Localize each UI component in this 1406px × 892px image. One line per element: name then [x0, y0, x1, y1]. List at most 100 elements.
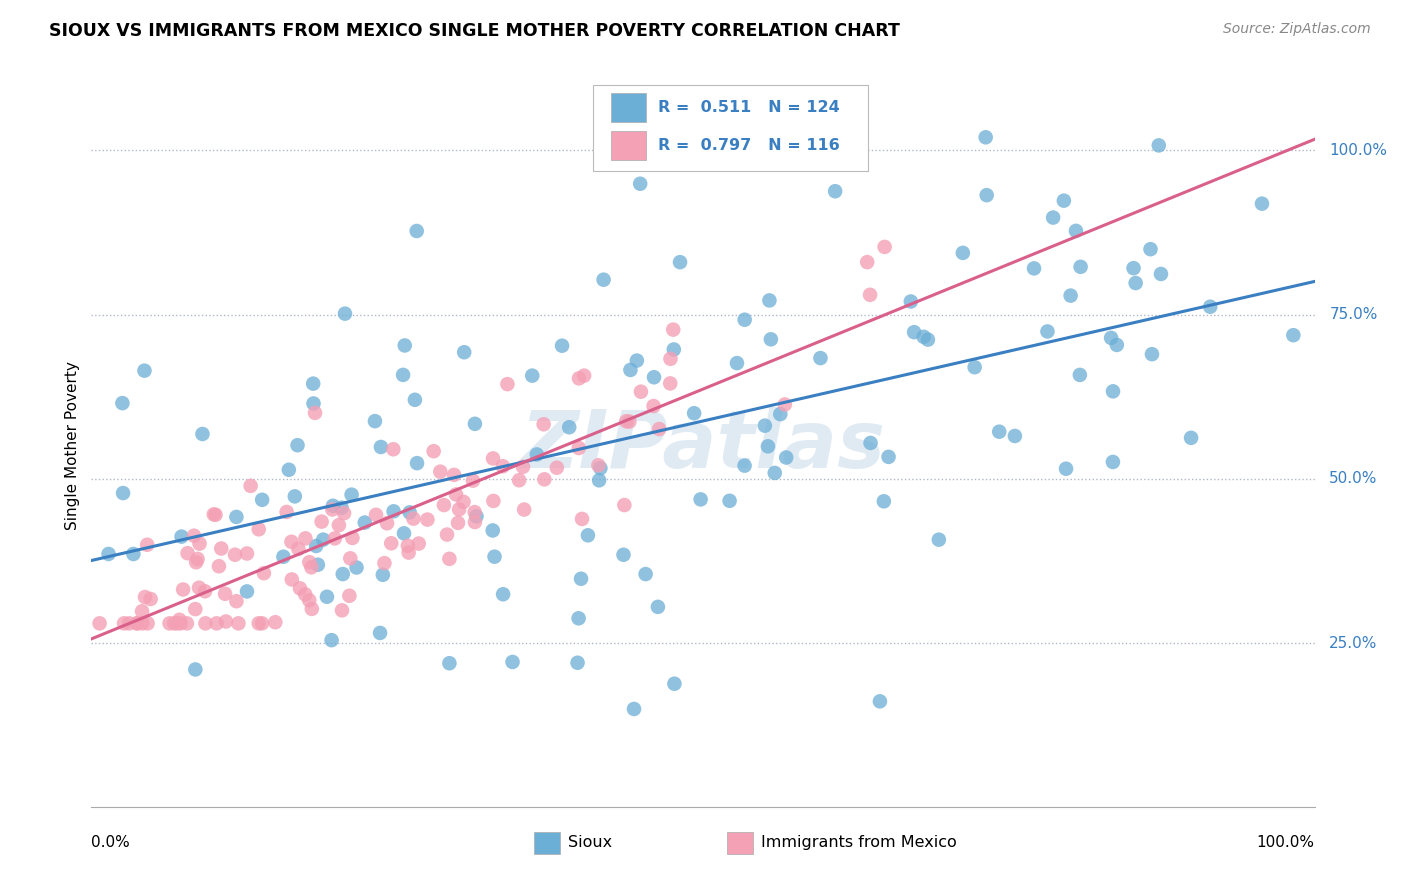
Point — [626, 353, 648, 368]
Point — [647, 599, 669, 614]
Point — [169, 613, 191, 627]
Point — [963, 360, 986, 375]
Text: 100.0%: 100.0% — [1329, 143, 1388, 158]
Point — [662, 323, 685, 337]
Point — [568, 441, 591, 455]
Point — [118, 616, 141, 631]
Point — [404, 392, 426, 407]
Point — [589, 461, 612, 475]
Point — [280, 534, 302, 549]
Point — [250, 492, 273, 507]
Point — [1022, 261, 1045, 276]
Point — [166, 616, 188, 631]
Point — [572, 368, 595, 383]
Point — [186, 555, 208, 569]
Point — [194, 616, 217, 631]
Point — [928, 533, 950, 547]
Point — [301, 602, 323, 616]
Point — [312, 533, 335, 547]
Point — [204, 508, 226, 522]
Point — [1180, 431, 1202, 445]
Point — [191, 427, 214, 442]
Point — [496, 377, 519, 392]
Point — [734, 458, 756, 473]
Point — [284, 489, 307, 503]
Point — [299, 560, 322, 574]
Text: ZIPatlas: ZIPatlas — [520, 407, 886, 485]
Point — [756, 439, 779, 453]
Point — [321, 502, 343, 516]
Point — [775, 450, 797, 465]
Point — [205, 616, 228, 631]
Point — [551, 339, 574, 353]
Point — [648, 422, 671, 436]
Point — [1251, 196, 1274, 211]
Point — [683, 406, 706, 420]
Point — [903, 325, 925, 339]
Point — [588, 473, 610, 487]
Point — [659, 351, 682, 366]
FancyBboxPatch shape — [593, 85, 868, 171]
Point — [136, 616, 159, 631]
Point — [869, 694, 891, 708]
Point — [170, 616, 193, 631]
Point — [614, 414, 637, 428]
Point — [342, 531, 364, 545]
Point — [337, 589, 360, 603]
Point — [662, 343, 685, 357]
Point — [225, 510, 247, 524]
Point — [302, 376, 325, 391]
Point — [758, 293, 780, 308]
Point — [353, 516, 375, 530]
Point — [436, 527, 458, 541]
Point — [546, 460, 568, 475]
Point — [669, 255, 692, 269]
Point — [592, 273, 614, 287]
Text: SIOUX VS IMMIGRANTS FROM MEXICO SINGLE MOTHER POVERTY CORRELATION CHART: SIOUX VS IMMIGRANTS FROM MEXICO SINGLE M… — [49, 22, 900, 40]
Point — [1122, 261, 1144, 276]
Point — [492, 459, 515, 474]
Point — [628, 177, 651, 191]
Point — [194, 584, 217, 599]
Point — [464, 515, 486, 529]
Point — [371, 567, 394, 582]
Point — [170, 530, 193, 544]
Point — [718, 493, 741, 508]
Point — [1054, 461, 1077, 475]
Point — [567, 656, 589, 670]
Point — [571, 512, 593, 526]
Point — [912, 330, 935, 344]
Text: Sioux: Sioux — [568, 835, 612, 850]
Point — [112, 486, 135, 500]
Point — [1125, 276, 1147, 290]
Point — [250, 616, 273, 631]
Point — [1102, 384, 1125, 399]
Point — [512, 459, 534, 474]
Point — [464, 505, 486, 519]
Point — [1105, 338, 1128, 352]
Point — [163, 616, 186, 631]
Point — [568, 611, 591, 625]
Point — [533, 472, 555, 486]
Point — [277, 463, 299, 477]
Point — [482, 494, 505, 508]
Text: 100.0%: 100.0% — [1257, 835, 1315, 850]
Point — [917, 333, 939, 347]
Point — [111, 396, 134, 410]
Point — [630, 384, 652, 399]
Point — [502, 655, 524, 669]
Point — [568, 371, 591, 385]
Point — [422, 444, 444, 458]
Point — [346, 560, 368, 574]
Point — [464, 417, 486, 431]
Point — [1042, 211, 1064, 225]
Bar — [612, 131, 645, 160]
Point — [134, 364, 156, 378]
Point — [382, 442, 405, 457]
Point — [1139, 242, 1161, 256]
Point — [1147, 138, 1170, 153]
Point — [236, 584, 259, 599]
Point — [134, 590, 156, 604]
Point — [1053, 194, 1076, 208]
Point — [484, 549, 506, 564]
